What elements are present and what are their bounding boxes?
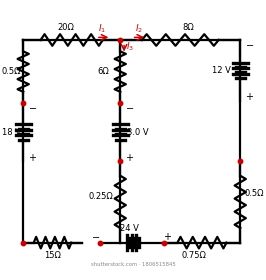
Text: 20Ω: 20Ω xyxy=(57,23,74,32)
Text: $I_2$: $I_2$ xyxy=(135,23,143,35)
Text: $-$: $-$ xyxy=(246,39,255,49)
Text: 0.5Ω: 0.5Ω xyxy=(1,67,21,76)
Text: $+$: $+$ xyxy=(28,151,38,163)
Text: 15Ω: 15Ω xyxy=(44,251,61,260)
Text: 0.5Ω: 0.5Ω xyxy=(244,190,264,199)
Text: 8Ω: 8Ω xyxy=(182,23,194,32)
Text: $+$: $+$ xyxy=(126,151,134,163)
Text: $-$: $-$ xyxy=(28,102,38,112)
Text: $I_1$: $I_1$ xyxy=(98,23,106,35)
Text: $-$: $-$ xyxy=(92,231,101,241)
Text: $+$: $+$ xyxy=(163,230,172,242)
Text: 6Ω: 6Ω xyxy=(98,67,110,76)
Text: 24 V: 24 V xyxy=(120,224,139,233)
Text: 3.0 V: 3.0 V xyxy=(127,128,148,137)
Text: 18 V: 18 V xyxy=(2,128,21,137)
Text: 0.25Ω: 0.25Ω xyxy=(89,192,114,201)
Text: $I_3$: $I_3$ xyxy=(126,40,134,53)
Text: 12 V: 12 V xyxy=(213,66,231,75)
Text: 0.75Ω: 0.75Ω xyxy=(182,251,207,260)
Text: shutterstock.com · 1806515845: shutterstock.com · 1806515845 xyxy=(91,262,175,267)
Text: $+$: $+$ xyxy=(246,91,255,102)
Text: $-$: $-$ xyxy=(125,102,135,112)
